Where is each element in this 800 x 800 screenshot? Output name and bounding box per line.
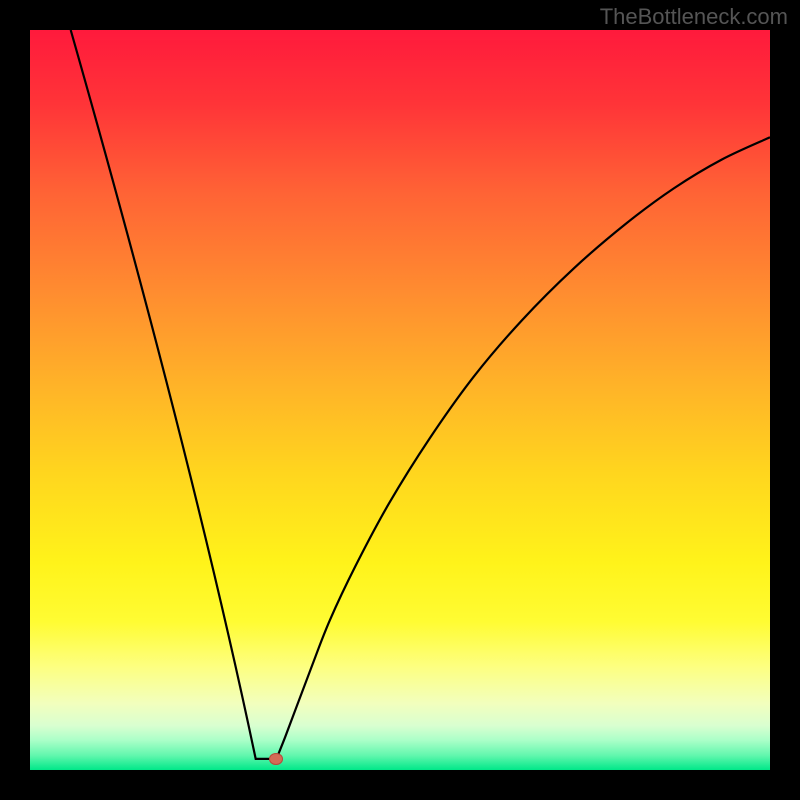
plot-area: [30, 30, 770, 770]
chart-stage: TheBottleneck.com: [0, 0, 800, 800]
chart-svg: [30, 30, 770, 770]
watermark-text: TheBottleneck.com: [600, 4, 788, 30]
bottleneck-curve: [71, 30, 770, 759]
